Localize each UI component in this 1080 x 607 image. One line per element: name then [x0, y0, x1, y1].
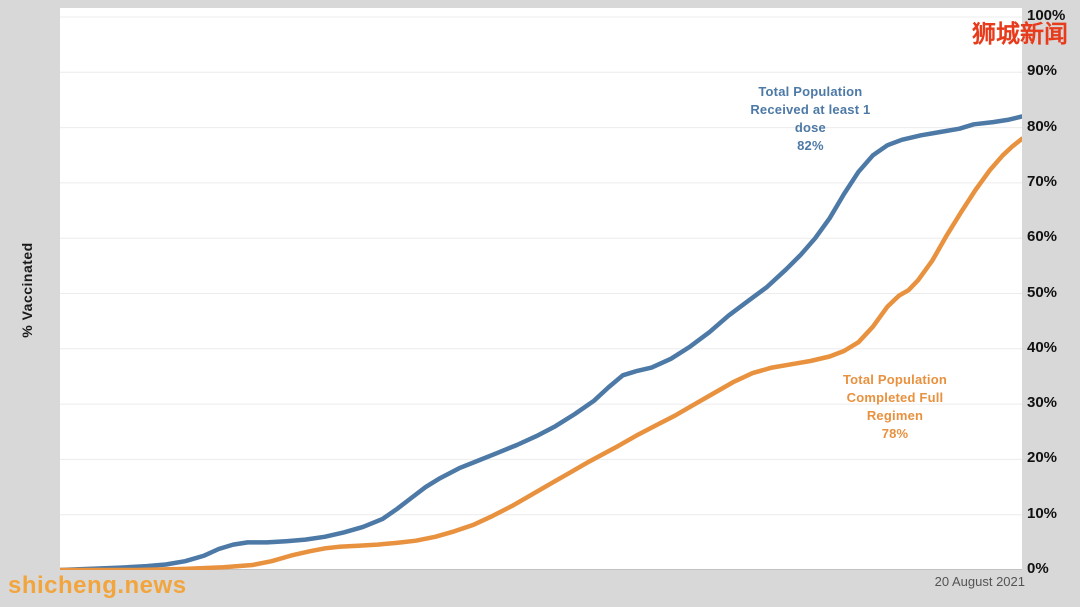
y-tick-label: 40%	[1027, 338, 1058, 356]
annotation-line: Received at least 1	[750, 102, 871, 118]
y-tick-label: 80%	[1027, 117, 1058, 135]
series-line-received-at-least-1-dose	[60, 114, 1022, 570]
y-tick-label: 70%	[1027, 172, 1058, 190]
annotation-completed-full-regimen: Total Population Completed Full Regimen 78%	[843, 371, 947, 443]
annotation-line: Total Population	[842, 371, 948, 387]
y-axis-ticks: 0% 10% 20% 30% 40% 50% 60% 70% 80% 90% 100%	[1027, 0, 1080, 607]
watermark-site-name-chinese: 狮城新闻	[972, 21, 1068, 48]
y-tick-label: 20%	[1027, 449, 1058, 467]
chart-canvas	[60, 16, 1022, 570]
watermark-site-url: shicheng.news	[8, 572, 187, 599]
y-tick-label: 90%	[1027, 62, 1058, 80]
annotation-line: Total Population	[758, 84, 863, 100]
y-tick-label: 30%	[1027, 394, 1058, 412]
y-tick-label: 50%	[1027, 283, 1058, 301]
y-tick-label: 60%	[1027, 228, 1058, 246]
annotation-line: Completed Full	[846, 389, 944, 405]
series-line-completed-full-regimen	[60, 136, 1022, 570]
y-tick-label: 100%	[1027, 7, 1066, 24]
annotation-line: 78%	[881, 425, 909, 441]
y-tick-label: 10%	[1027, 504, 1058, 522]
annotation-line: Regimen	[866, 407, 924, 423]
annotation-line: dose	[794, 120, 826, 136]
annotation-line: 82%	[797, 138, 824, 154]
x-axis-date-label: 20 August 2021	[934, 574, 1025, 589]
chart-plot-area: Total Population Received at least 1 dose 8…	[60, 8, 1022, 570]
y-axis-title: % Vaccinated	[19, 242, 35, 338]
annotation-received-at-least-1-dose: Total Population Received at least 1 dose 8…	[750, 83, 870, 155]
y-tick-label: 0%	[1027, 560, 1049, 577]
